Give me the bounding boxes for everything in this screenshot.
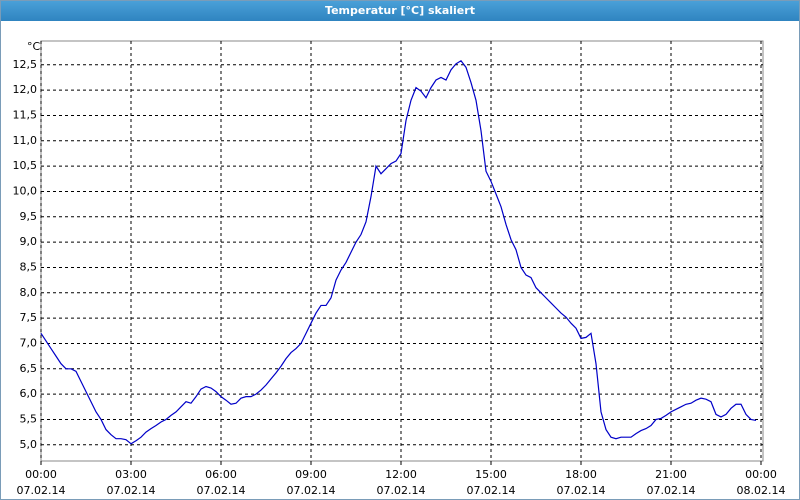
x-tick-label: 06:00 07.02.14 — [196, 468, 246, 497]
plot-area — [40, 40, 764, 462]
y-tick-label: 11,5 — [13, 108, 38, 121]
y-tick-label: 8,0 — [20, 286, 38, 299]
y-unit: °C — [27, 40, 41, 53]
y-tick-label: 7,5 — [20, 311, 38, 324]
temperature-line — [40, 59, 757, 445]
x-tick-label: 09:00 07.02.14 — [286, 468, 336, 497]
x-tick-label: 00:00 08.02.14 — [736, 468, 786, 497]
y-tick-label: 5,0 — [20, 438, 38, 451]
y-tick-label: 12,5 — [13, 58, 38, 71]
y-tick-label: 6,5 — [20, 362, 38, 375]
title-bar: Temperatur [°C] skaliert — [1, 1, 799, 21]
y-tick-label: 11,0 — [13, 134, 38, 147]
x-tick-label: 15:00 07.02.14 — [466, 468, 516, 497]
y-tick-label: 10,5 — [13, 159, 38, 172]
y-tick-label: 8,5 — [20, 260, 38, 273]
x-tick-label: 18:00 07.02.14 — [556, 468, 606, 497]
x-tick-label: 21:00 07.02.14 — [646, 468, 696, 497]
y-tick-label: 6,0 — [20, 387, 38, 400]
x-tick-label: 12:00 07.02.14 — [376, 468, 426, 497]
x-tick-label: 00:00 07.02.14 — [16, 468, 66, 497]
y-tick-label: 5,5 — [20, 412, 38, 425]
x-tick-label: 03:00 07.02.14 — [106, 468, 156, 497]
y-tick-label: 9,5 — [20, 210, 38, 223]
y-tick-label: 10,0 — [13, 184, 38, 197]
y-tick-label: 9,0 — [20, 235, 38, 248]
y-tick-label: 7,0 — [20, 336, 38, 349]
y-tick-label: 12,0 — [13, 83, 38, 96]
